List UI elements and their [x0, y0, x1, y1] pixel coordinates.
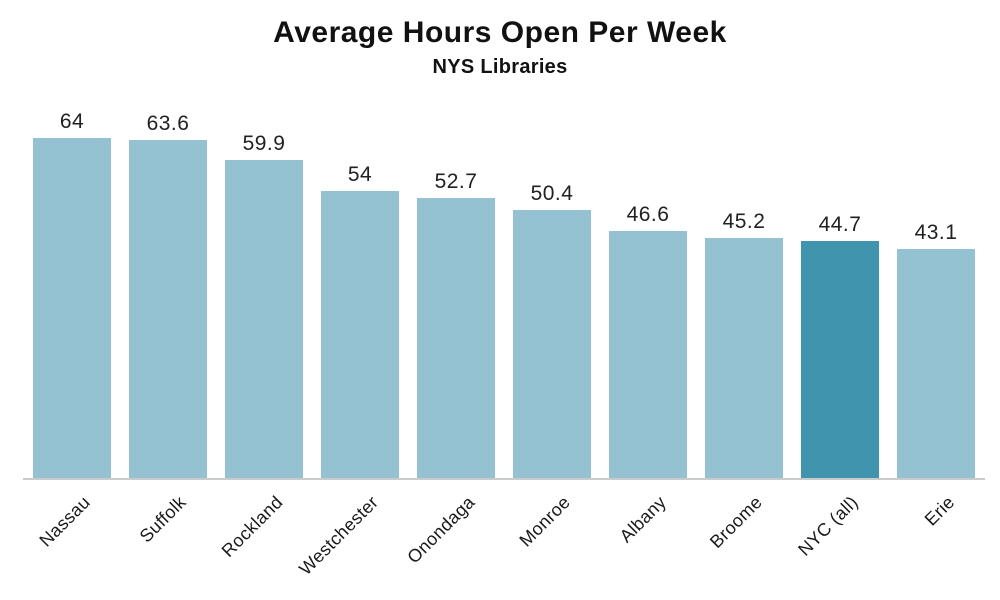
- bar-rockland: [225, 160, 303, 479]
- value-label-onondaga: 52.7: [434, 170, 478, 193]
- value-label-monroe: 50.4: [530, 182, 574, 205]
- category-label-suffolk: Suffolk: [135, 492, 191, 547]
- chart-title: Average Hours Open Per Week: [273, 16, 727, 49]
- value-label-broome: 45.2: [722, 210, 766, 233]
- category-label-nyc-all: NYC (all): [794, 492, 863, 560]
- bar-albany: [609, 231, 687, 479]
- value-label-nassau: 64: [59, 110, 85, 133]
- category-label-erie: Erie: [920, 492, 959, 530]
- category-label-nassau: Nassau: [35, 492, 95, 551]
- category-label-rockland: Rockland: [217, 492, 287, 561]
- category-label-broome: Broome: [706, 492, 767, 552]
- value-label-nyc-all: 44.7: [818, 213, 862, 236]
- category-label-albany: Albany: [615, 492, 671, 547]
- bar-nassau: [33, 138, 111, 479]
- value-label-erie: 43.1: [914, 221, 958, 244]
- category-label-westchester: Westchester: [295, 492, 383, 579]
- bar-monroe: [513, 210, 591, 479]
- category-label-monroe: Monroe: [515, 492, 575, 551]
- bar-westchester: [321, 191, 399, 479]
- value-label-albany: 46.6: [626, 203, 670, 226]
- bar-onondaga: [417, 198, 495, 479]
- bar-erie: [897, 249, 975, 479]
- bar-nyc-all: [801, 241, 879, 479]
- value-label-suffolk: 63.6: [146, 112, 190, 135]
- x-axis-line: [23, 478, 985, 480]
- bar-suffolk: [129, 140, 207, 479]
- category-label-onondaga: Onondaga: [402, 492, 479, 568]
- value-label-westchester: 54: [347, 163, 373, 186]
- value-label-rockland: 59.9: [242, 132, 286, 155]
- chart-subtitle: NYS Libraries: [432, 56, 568, 78]
- bar-broome: [705, 238, 783, 479]
